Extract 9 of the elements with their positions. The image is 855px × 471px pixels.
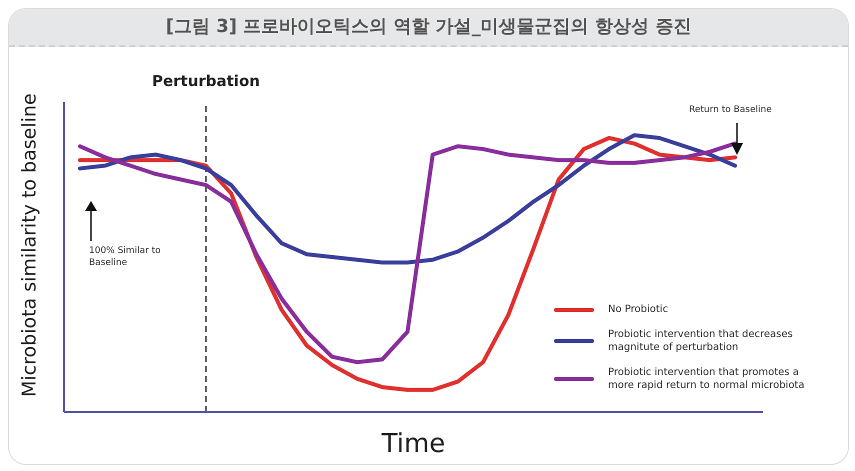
legend-label: Probiotic intervention that decreases magnitute of perturbation — [608, 328, 794, 354]
legend-label: Probiotic intervention that promotes a more rapid return to normal microbiota — [608, 366, 806, 392]
text: Perturbation — [152, 72, 260, 90]
legend-label: No Probiotic — [608, 303, 670, 316]
y-axis-title: Microbiota similarity to baseline — [18, 93, 41, 397]
text: Return to Baseline — [689, 105, 772, 115]
annotation: 100% Similar to Baseline — [89, 245, 162, 269]
chart-title: [그림 3] 프로바이오틱스의 역할 가설_미생물군집의 항상성 증진 — [9, 9, 848, 47]
x-axis-title: Time — [380, 429, 446, 459]
